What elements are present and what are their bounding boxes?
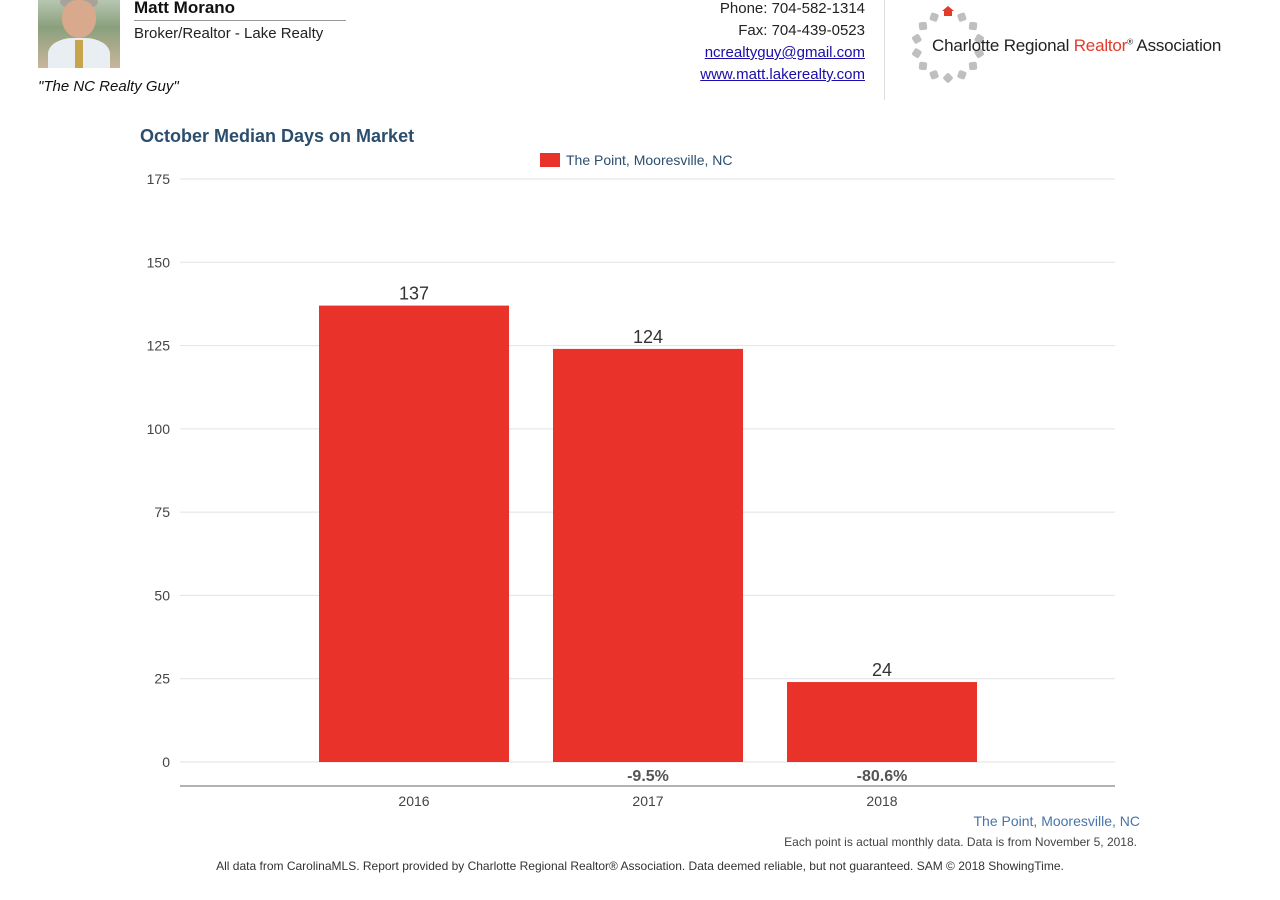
y-tick-label: 25 bbox=[154, 671, 170, 687]
logo-gear-tooth bbox=[929, 70, 939, 80]
contact-block: Phone: 704-582-1314 Fax: 704-439-0523 nc… bbox=[700, 0, 865, 86]
data-note: Each point is actual monthly data. Data … bbox=[784, 835, 1137, 849]
y-tick-label: 175 bbox=[147, 171, 171, 187]
phone-number: Phone: 704-582-1314 bbox=[719, 0, 865, 17]
logo-gear-tooth bbox=[929, 12, 939, 22]
website-link[interactable]: www.matt.lakerealty.com bbox=[700, 66, 865, 83]
footer-disclaimer: All data from CarolinaMLS. Report provid… bbox=[216, 859, 1064, 873]
logo-gear-tooth bbox=[968, 61, 978, 71]
x-tick-label: 2018 bbox=[866, 793, 897, 809]
y-tick-label: 0 bbox=[162, 754, 170, 770]
pct-change-2018: -80.6% bbox=[857, 768, 908, 785]
legend-swatch bbox=[540, 153, 560, 167]
logo-gear-tooth bbox=[918, 21, 928, 31]
association-name: Charlotte Regional Realtor® Association bbox=[932, 36, 1222, 55]
agent-title: Broker/Realtor - Lake Realty bbox=[134, 25, 324, 42]
logo-gear-tooth bbox=[957, 70, 967, 80]
y-tick-label: 150 bbox=[147, 254, 171, 270]
agent-tagline: "The NC Realty Guy" bbox=[38, 78, 179, 95]
header-divider bbox=[884, 0, 885, 100]
y-tick-label: 100 bbox=[147, 421, 171, 437]
agent-name: Matt Morano bbox=[134, 0, 236, 17]
logo-gear-tooth bbox=[974, 48, 984, 58]
bar-2018 bbox=[787, 682, 977, 762]
y-tick-label: 50 bbox=[154, 587, 170, 603]
x-tick-label: 2017 bbox=[632, 793, 663, 809]
data-label-2016: 137 bbox=[399, 284, 429, 304]
name-divider bbox=[134, 20, 346, 21]
data-label-2018: 24 bbox=[872, 660, 892, 680]
chart-legend: The Point, Mooresville, NC bbox=[540, 152, 733, 168]
series-note: The Point, Mooresville, NC bbox=[973, 813, 1140, 829]
agent-photo bbox=[38, 0, 120, 68]
x-tick-label: 2016 bbox=[398, 793, 429, 809]
data-label-2017: 124 bbox=[633, 327, 663, 347]
logo-gear-tooth bbox=[943, 73, 953, 83]
logo-gear-tooth bbox=[918, 61, 928, 71]
logo-gear-tooth bbox=[957, 12, 967, 22]
association-logo-icon bbox=[912, 6, 984, 83]
logo-gear-tooth bbox=[968, 21, 978, 31]
fax-number: Fax: 704-439-0523 bbox=[738, 22, 865, 39]
legend-label: The Point, Mooresville, NC bbox=[566, 152, 733, 168]
logo-gear-tooth bbox=[912, 34, 922, 44]
email-link[interactable]: ncrealtyguy@gmail.com bbox=[704, 44, 865, 61]
logo-gear-tooth bbox=[912, 48, 922, 58]
bar-2016 bbox=[319, 305, 509, 762]
bar-2017 bbox=[553, 348, 743, 762]
pct-change-2017: -9.5% bbox=[627, 768, 669, 785]
y-tick-label: 125 bbox=[147, 338, 171, 354]
chart-title: October Median Days on Market bbox=[140, 126, 415, 146]
y-tick-label: 75 bbox=[154, 504, 170, 520]
logo-gear-tooth bbox=[974, 34, 984, 44]
